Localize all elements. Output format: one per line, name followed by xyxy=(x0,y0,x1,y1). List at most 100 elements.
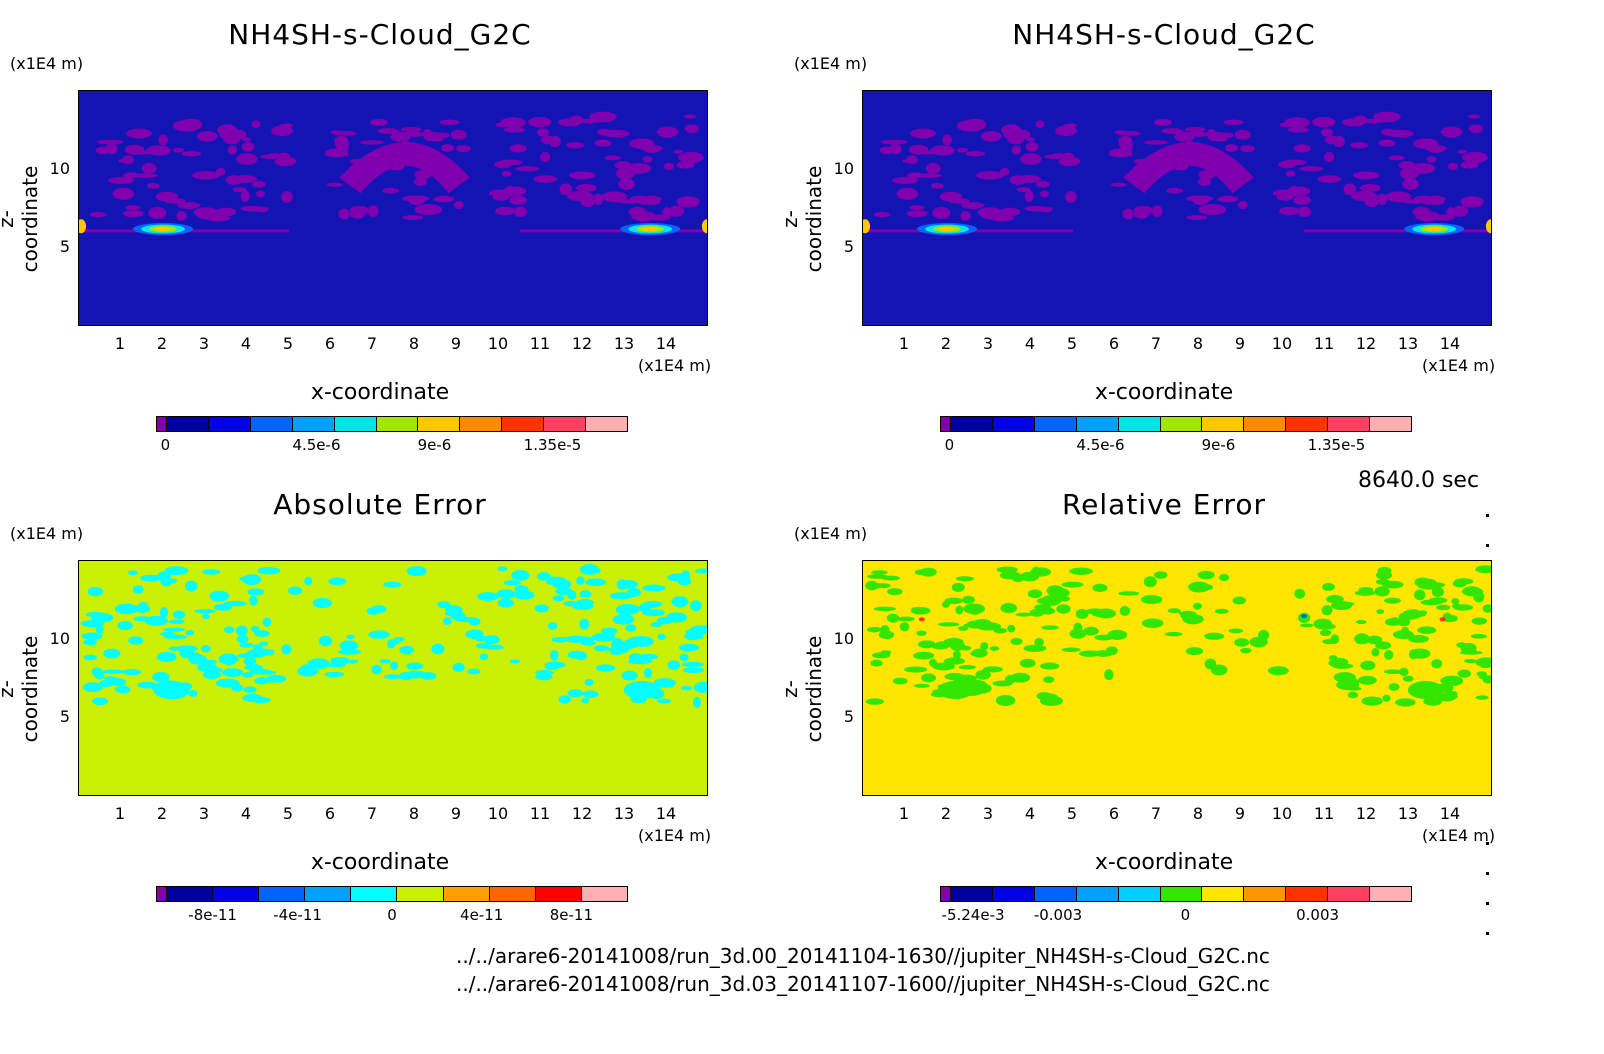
field-cell xyxy=(593,645,610,652)
field-cell xyxy=(618,178,635,190)
field-cell xyxy=(87,587,104,597)
dot-marker xyxy=(1486,872,1489,875)
x-tick-label: 7 xyxy=(366,334,378,353)
field-cell xyxy=(914,569,928,576)
field-cell xyxy=(1373,111,1401,123)
field-cell xyxy=(932,662,955,671)
field-cell xyxy=(1312,116,1336,128)
field-cell xyxy=(498,159,523,166)
colorbar-swatch xyxy=(418,417,461,431)
field-cell xyxy=(663,162,675,171)
colorbar-swatch xyxy=(167,887,214,901)
field-cell xyxy=(1061,647,1081,653)
error-spot xyxy=(1301,614,1307,619)
field-cell xyxy=(566,141,585,149)
heatmap-field xyxy=(863,561,1491,795)
field-cell xyxy=(552,579,572,589)
field-cell xyxy=(1297,206,1312,217)
field-cell xyxy=(437,601,451,609)
field-cell xyxy=(989,215,1014,222)
field-cell xyxy=(962,595,975,604)
field-cell xyxy=(247,588,265,596)
field-cell xyxy=(920,673,937,683)
colorbar-tick-label: 9e-6 xyxy=(1201,436,1236,454)
field-cell xyxy=(610,650,624,655)
x-tick-label: 2 xyxy=(156,804,168,823)
colorbar-tick-label: 0 xyxy=(160,436,171,454)
field-cell xyxy=(1401,626,1410,636)
x-tick-label: 9 xyxy=(1234,804,1246,823)
x-tick-label: 3 xyxy=(982,334,994,353)
field-cell xyxy=(413,177,428,186)
field-cell xyxy=(1091,611,1106,617)
field-cell xyxy=(690,662,702,668)
colorbar-swatch xyxy=(951,887,993,901)
x-tick-label: 14 xyxy=(655,804,677,823)
panel-cloud-right: NH4SH-s-Cloud_G2C (x1E4 m) z-coordinate … xyxy=(778,0,1544,480)
field-cell xyxy=(201,569,221,575)
field-cell xyxy=(1030,567,1052,577)
field-cell xyxy=(218,653,239,665)
colorbar-swatch xyxy=(305,887,352,901)
x-tick-label: 7 xyxy=(1150,804,1162,823)
field-cell xyxy=(153,681,190,700)
colorbar-swatch xyxy=(1202,417,1245,431)
field-cell xyxy=(496,589,516,599)
field-cell xyxy=(335,147,349,153)
field-cell xyxy=(559,183,573,195)
field-cell xyxy=(502,170,512,177)
colorbar-swatch xyxy=(213,887,260,901)
field-cell xyxy=(1025,137,1036,142)
field-cell xyxy=(466,629,484,640)
colorbar-tick-label: -4e-11 xyxy=(273,906,322,924)
field-cell xyxy=(1320,128,1334,137)
field-cell xyxy=(1360,660,1376,671)
colorbar-swatch xyxy=(544,417,587,431)
field-cell xyxy=(873,211,891,218)
x-unit-label: (x1E4 m) xyxy=(638,356,712,375)
field-cell xyxy=(1118,591,1140,596)
field-cell xyxy=(467,668,481,675)
field-cell xyxy=(1272,189,1294,197)
field-cell xyxy=(1032,607,1045,617)
x-tick-label: 10 xyxy=(487,804,509,823)
field-cell xyxy=(544,664,559,670)
field-cell xyxy=(871,570,888,575)
field-cell xyxy=(257,566,281,575)
field-cell xyxy=(568,171,596,180)
field-cell xyxy=(371,664,382,675)
x-tick-label: 11 xyxy=(529,804,551,823)
x-tick-label: 14 xyxy=(1439,334,1461,353)
colorbar xyxy=(156,416,628,432)
field-cell xyxy=(866,626,882,633)
field-cell xyxy=(1321,605,1333,616)
field-cell xyxy=(450,129,467,140)
field-cell xyxy=(1400,199,1426,204)
field-cell xyxy=(339,142,470,194)
field-cell xyxy=(1377,566,1392,575)
colorbar-tick-label: 9e-6 xyxy=(417,436,452,454)
field-cell xyxy=(205,215,230,222)
colorbar-swatch xyxy=(951,417,993,431)
colorbar-swatch xyxy=(1370,417,1411,431)
field-cell xyxy=(1374,586,1390,597)
field-cell xyxy=(600,627,618,635)
colorbar-swatch xyxy=(1328,417,1371,431)
field-cell xyxy=(676,161,695,169)
field-cell xyxy=(550,650,559,662)
field-cell xyxy=(1210,664,1228,676)
colorbar-swatch xyxy=(334,417,377,431)
dot-marker xyxy=(1486,902,1489,905)
field-cell xyxy=(236,634,249,644)
y-tick-label: 10 xyxy=(49,628,70,648)
field-cell xyxy=(694,568,707,574)
field-cell xyxy=(999,571,1021,580)
field-cell xyxy=(1234,638,1250,647)
field-cell xyxy=(192,171,221,180)
field-cell xyxy=(1197,570,1215,580)
field-cell xyxy=(623,681,660,700)
field-cell xyxy=(160,631,176,637)
field-cell xyxy=(1152,205,1163,218)
x-tick-label: 5 xyxy=(282,334,294,353)
field-cell xyxy=(433,132,444,142)
